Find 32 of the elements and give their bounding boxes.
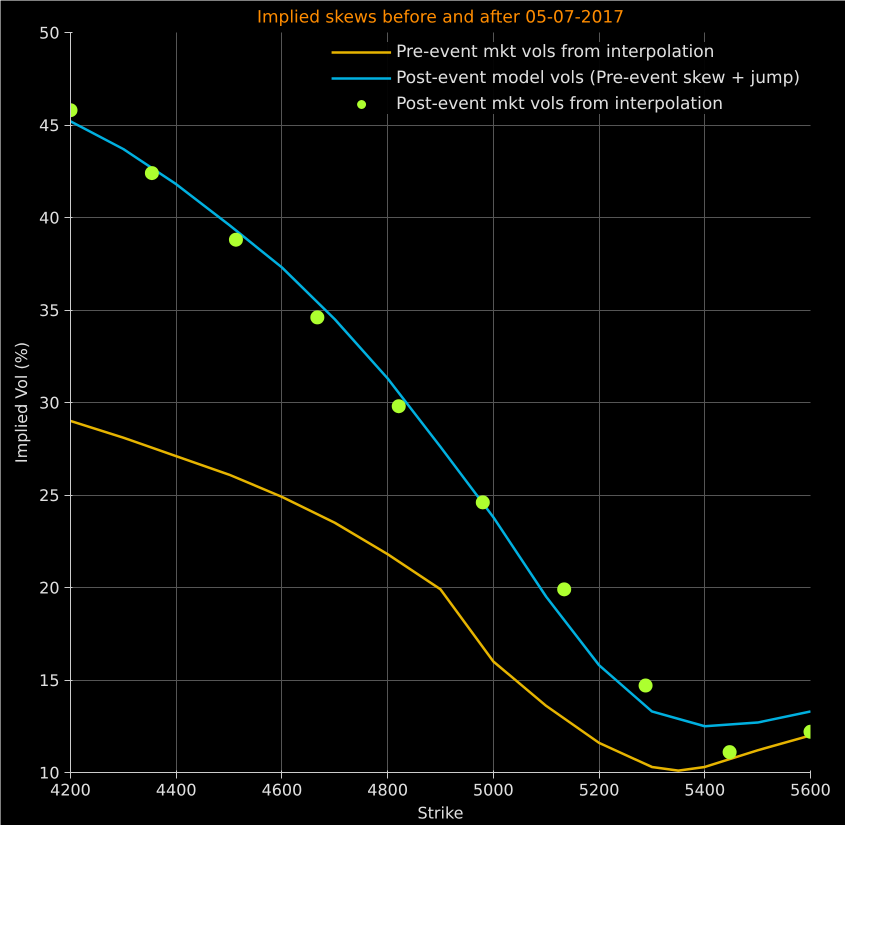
x-axis-title: Strike <box>418 804 464 822</box>
point <box>392 399 406 414</box>
point <box>144 166 159 180</box>
chart-title: Implied skews before and after 05-07-2017 <box>256 8 624 28</box>
x-tick-label: 4200 <box>50 780 91 800</box>
y-tick-label: 15 <box>39 671 60 690</box>
line-series <box>70 120 810 728</box>
y-tick-label: 30 <box>39 394 60 412</box>
y-tick-label: 40 <box>39 208 60 228</box>
point <box>638 678 653 693</box>
point <box>310 310 324 324</box>
y-tick-label: 10 <box>39 764 60 782</box>
x-tick-label: 4800 <box>367 780 408 800</box>
y-tick-label: 45 <box>39 116 60 135</box>
y-tick-label: 25 <box>39 486 60 505</box>
point <box>228 232 243 247</box>
x-tick-label: 4600 <box>262 780 302 800</box>
point <box>476 495 490 510</box>
y-axis-title: Implied Vol (%) <box>12 342 32 464</box>
legend-label: Pre-event mkt vols from interpolation <box>396 42 714 62</box>
legend-label: Post-event mkt vols from interpolation <box>396 94 723 114</box>
x-tick-label: 5600 <box>790 780 831 800</box>
x-tick-label: 5000 <box>473 780 514 800</box>
y-tick-label: 50 <box>39 24 60 42</box>
y-tick-label: 20 <box>39 578 60 598</box>
y-tick-label: 35 <box>39 301 60 320</box>
x-tick-label: 5200 <box>578 780 620 800</box>
x-tick-label: 4400 <box>156 780 197 800</box>
legend-label: Post-event model vols (Pre-event skew + jump) <box>396 68 800 88</box>
x-tick-label: 5400 <box>684 780 726 800</box>
point <box>557 582 572 596</box>
point <box>722 745 737 760</box>
